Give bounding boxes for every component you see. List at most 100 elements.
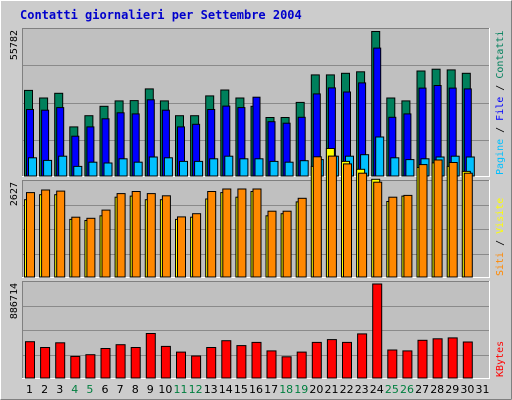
bar-siti-day-15 (237, 188, 247, 278)
day-label-20: 20 (309, 383, 323, 396)
bar-siti-day-13 (207, 191, 217, 278)
bar-siti-day-16 (252, 188, 262, 278)
legend-entry: Siti (495, 252, 506, 276)
day-label-23: 23 (355, 383, 369, 396)
day-label-30: 30 (460, 383, 474, 396)
day-label-17: 17 (264, 383, 278, 396)
day-label-6: 6 (102, 383, 109, 396)
day-label-2: 2 (41, 383, 48, 396)
bar-pagine-day-3 (58, 155, 68, 177)
bar-kbytes-day-23 (357, 333, 368, 379)
bar-pagine-day-15 (239, 158, 249, 177)
day-label-3: 3 (56, 383, 63, 396)
panel-kbytes: 886714 KBytes (9, 281, 506, 379)
bar-pagine-day-24 (375, 136, 385, 177)
bar-kbytes-day-7 (115, 344, 126, 379)
legend-entry: Contatti (495, 30, 506, 78)
day-label-5: 5 (86, 383, 93, 396)
bar-siti-day-28 (433, 159, 443, 278)
bar-kbytes-day-26 (402, 350, 413, 379)
bar-siti-day-2 (41, 189, 51, 278)
bar-siti-day-23 (358, 172, 368, 278)
legend-entry: / (495, 121, 506, 139)
day-label-12: 12 (189, 383, 203, 396)
day-label-13: 13 (204, 383, 218, 396)
day-label-18: 18 (279, 383, 293, 396)
bar-siti-day-29 (448, 162, 458, 278)
bar-siti-day-22 (343, 163, 352, 278)
chart-title: Contatti giornalieri per Settembre 2004 (20, 8, 302, 22)
bar-pagine-day-10 (163, 157, 173, 177)
bar-kbytes-day-21 (326, 339, 337, 379)
y-max-label: 2627 (9, 182, 20, 206)
bar-siti-day-3 (56, 190, 66, 278)
bar-pagine-day-25 (390, 157, 400, 177)
bar-kbytes-day-10 (160, 345, 171, 379)
bar-pagine-day-19 (299, 160, 309, 177)
bar-siti-day-26 (403, 194, 413, 278)
day-axis-labels: 1 2 3 4 5 6 7 8 9 10 11 12 13 14 15 16 17 18 19 20 21 22 23 24 2… (26, 383, 490, 396)
bar-pagine-day-7 (118, 158, 128, 177)
day-label-4: 4 (71, 383, 78, 396)
bar-kbytes-day-5 (85, 354, 96, 379)
bar-pagine-day-16 (254, 158, 264, 177)
bar-kbytes-day-2 (40, 347, 51, 379)
panel-contacts: 55782 Pagine / File / Contatti (9, 28, 506, 177)
bar-siti-day-12 (192, 213, 202, 278)
bar-siti-day-18 (282, 210, 292, 278)
day-label-29: 29 (445, 383, 459, 396)
day-label-28: 28 (430, 383, 444, 396)
day-label-27: 27 (415, 383, 429, 396)
bar-kbytes-day-27 (417, 339, 428, 379)
bar-siti-day-21 (327, 155, 337, 278)
bar-pagine-day-6 (103, 162, 113, 177)
legend-entry: File (495, 97, 506, 121)
day-label-24: 24 (370, 383, 384, 396)
bar-kbytes-day-29 (447, 337, 458, 379)
bar-kbytes-day-13 (206, 347, 217, 379)
bar-kbytes-day-4 (70, 355, 81, 379)
bar-kbytes-day-18 (281, 356, 292, 379)
bar-siti-day-6 (101, 209, 111, 278)
day-label-21: 21 (325, 383, 339, 396)
bar-kbytes-day-16 (251, 341, 262, 379)
bar-kbytes-day-22 (342, 341, 352, 379)
bar-kbytes-day-6 (100, 348, 111, 379)
day-label-7: 7 (117, 383, 124, 396)
bar-pagine-day-18 (284, 161, 294, 177)
bar-siti-day-9 (146, 193, 156, 278)
legend-entry: / (495, 234, 506, 252)
bar-kbytes-day-14 (221, 340, 232, 379)
legend-entry: Pagine (495, 139, 506, 175)
bar-pagine-day-4 (73, 165, 83, 177)
bar-siti-day-8 (131, 191, 141, 278)
bar-siti-day-14 (222, 188, 232, 278)
panel-legend: Siti / Visite (495, 198, 506, 276)
day-label-1: 1 (26, 383, 33, 396)
bar-siti-day-5 (86, 217, 96, 278)
bar-siti-day-20 (312, 156, 322, 278)
day-label-26: 26 (400, 383, 414, 396)
bar-siti-day-19 (297, 197, 307, 278)
day-label-10: 10 (158, 383, 172, 396)
chart-panels: 55782 Pagine / File / Contatti 2627 Siti / … (9, 28, 506, 379)
bar-siti-day-27 (418, 164, 428, 278)
bar-siti-day-17 (267, 210, 277, 278)
bar-siti-day-30 (463, 172, 473, 278)
bar-siti-day-4 (71, 216, 81, 278)
bar-siti-day-24 (373, 181, 383, 278)
day-label-31: 31 (476, 383, 490, 396)
bar-kbytes-day-11 (176, 351, 186, 379)
bar-kbytes-day-28 (432, 338, 443, 379)
day-label-11: 11 (174, 383, 188, 396)
bar-kbytes-day-17 (266, 350, 277, 379)
bar-pagine-day-1 (28, 157, 37, 177)
bar-pagine-day-14 (224, 155, 234, 177)
bar-kbytes-day-24 (372, 283, 383, 379)
day-label-8: 8 (132, 383, 139, 396)
bar-pagine-day-12 (194, 160, 204, 177)
bar-kbytes-day-8 (130, 347, 141, 379)
bar-pagine-day-13 (209, 158, 219, 177)
day-label-19: 19 (294, 383, 308, 396)
